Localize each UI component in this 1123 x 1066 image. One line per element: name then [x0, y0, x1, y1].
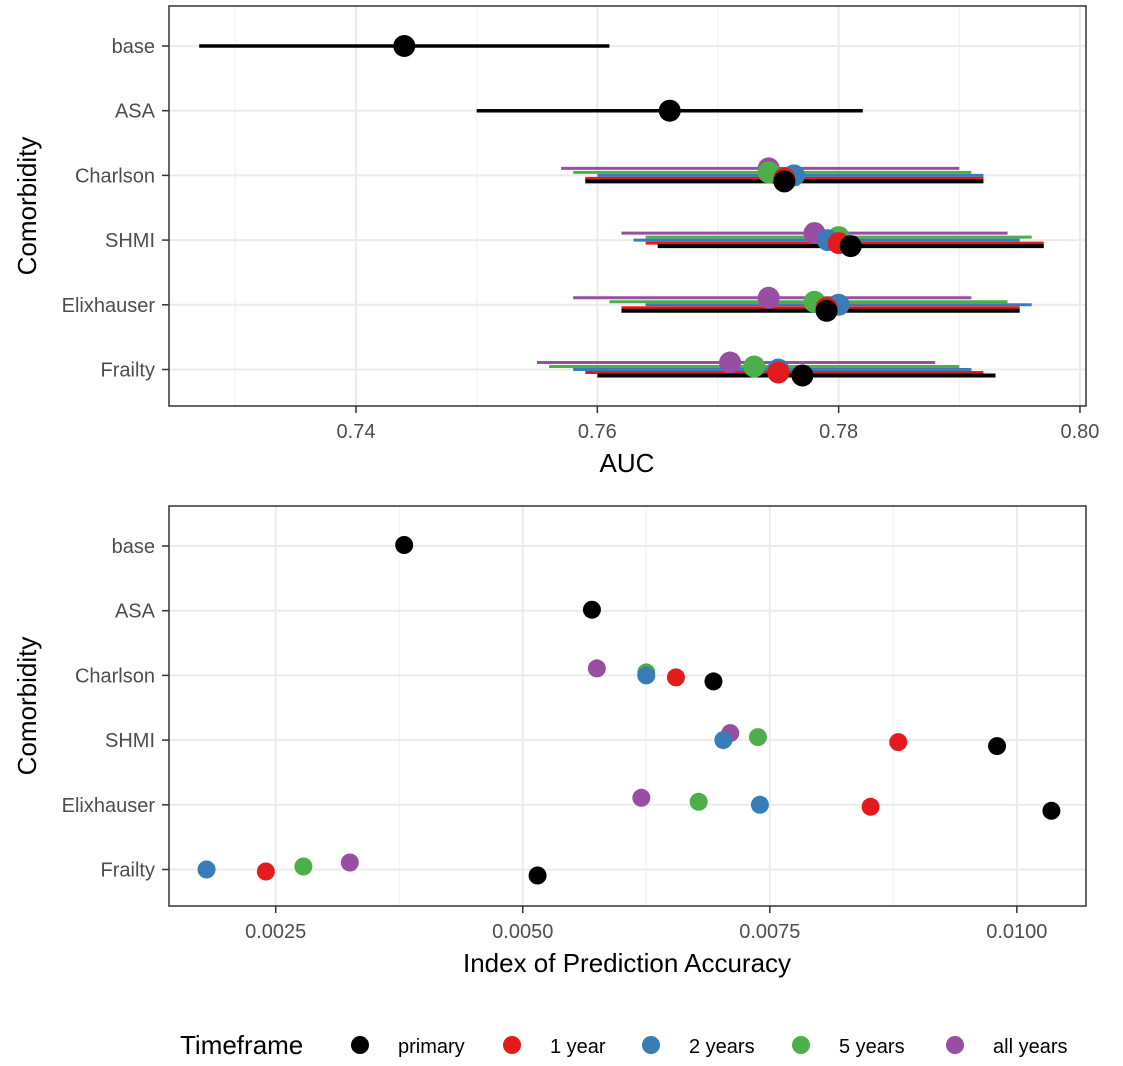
point-shmi-5-years: [748, 728, 767, 747]
y-tick-label-charlson: Charlson: [75, 665, 155, 687]
y-axis-title: Comorbidity: [12, 137, 42, 276]
x-tick-label: 0.76: [578, 421, 617, 443]
panel-border: [168, 5, 1087, 407]
y-tick-label-elixhauser: Elixhauser: [62, 795, 156, 817]
point-base-primary: [393, 35, 416, 57]
legend-label-5-years: 5 years: [839, 1036, 905, 1058]
legend-key-5-years: [792, 1036, 810, 1054]
point-charlson-primary: [704, 672, 723, 691]
point-elixhauser-1-year: [861, 797, 880, 816]
x-tick-label: 0.0075: [739, 921, 800, 943]
x-tick-label: 0.0050: [492, 921, 553, 943]
legend-title: Timeframe: [180, 1030, 303, 1060]
point-base-primary: [395, 536, 414, 554]
y-tick-label-base: base: [112, 536, 155, 558]
y-tick-label-frailty: Frailty: [101, 360, 155, 382]
y-tick-label-frailty: Frailty: [101, 860, 155, 882]
point-charlson-primary: [773, 170, 796, 193]
point-elixhauser-all-years: [757, 286, 780, 309]
x-tick-label: 0.0100: [986, 921, 1047, 943]
point-frailty-5-years: [294, 857, 313, 876]
x-tick-label: 0.80: [1060, 421, 1099, 443]
point-frailty-primary: [528, 866, 547, 885]
point-elixhauser-all-years: [632, 788, 651, 807]
y-tick-label-elixhauser: Elixhauser: [62, 295, 156, 317]
point-frailty-all-years: [340, 853, 359, 872]
legend-label-primary: primary: [398, 1036, 465, 1058]
point-elixhauser-primary: [1042, 801, 1061, 820]
legend-key-primary: [351, 1036, 369, 1054]
point-frailty-1-year: [767, 361, 790, 384]
point-asa-primary: [658, 99, 681, 122]
x-tick-label: 0.78: [819, 421, 858, 443]
y-axis-title: Comorbidity: [12, 637, 42, 776]
legend-key-2-years: [642, 1036, 660, 1054]
ipa-panel: base ASA Charlson SHMI Elixhauser Frailty 0.00…: [12, 505, 1087, 978]
point-shmi-2-years: [714, 731, 733, 750]
legend-label-1-year: 1 year: [550, 1036, 606, 1058]
x-axis-title: AUC: [600, 448, 655, 478]
point-asa-primary: [582, 600, 601, 619]
point-charlson-1-year: [666, 668, 685, 687]
point-charlson-all-years: [587, 659, 606, 678]
point-frailty-primary: [791, 364, 814, 387]
legend-key-all-years: [946, 1036, 964, 1054]
point-elixhauser-5-years: [689, 792, 708, 811]
legend-label-2-years: 2 years: [689, 1036, 755, 1058]
auc-panel: base ASA Charlson SHMI Elixhauser Frailty 0.74…: [12, 5, 1099, 478]
point-frailty-1-year: [256, 862, 275, 881]
x-axis-title: Index of Prediction Accuracy: [463, 948, 791, 978]
point-shmi-primary: [988, 737, 1007, 756]
point-elixhauser-primary: [815, 299, 838, 322]
y-tick-label-shmi: SHMI: [105, 230, 155, 252]
y-tick-label-asa: ASA: [115, 101, 156, 123]
legend-label-all-years: all years: [993, 1036, 1067, 1058]
point-shmi-primary: [839, 235, 862, 258]
x-tick-label: 0.0025: [245, 921, 306, 943]
point-shmi-1-year: [889, 733, 908, 752]
legend: Timeframe primary 1 year 2 years 5 years all …: [180, 1030, 1067, 1060]
point-charlson-2-years: [637, 666, 656, 685]
legend-key-1-year: [503, 1036, 521, 1054]
panel-border: [168, 505, 1087, 907]
point-frailty-all-years: [719, 351, 742, 374]
point-elixhauser-2-years: [750, 795, 769, 814]
y-tick-label-base: base: [112, 36, 155, 58]
point-frailty-5-years: [743, 355, 766, 378]
y-tick-label-charlson: Charlson: [75, 165, 155, 187]
y-tick-label-asa: ASA: [115, 601, 156, 623]
point-frailty-2-years: [197, 860, 216, 879]
y-tick-label-shmi: SHMI: [105, 730, 155, 752]
x-tick-label: 0.74: [337, 421, 376, 443]
